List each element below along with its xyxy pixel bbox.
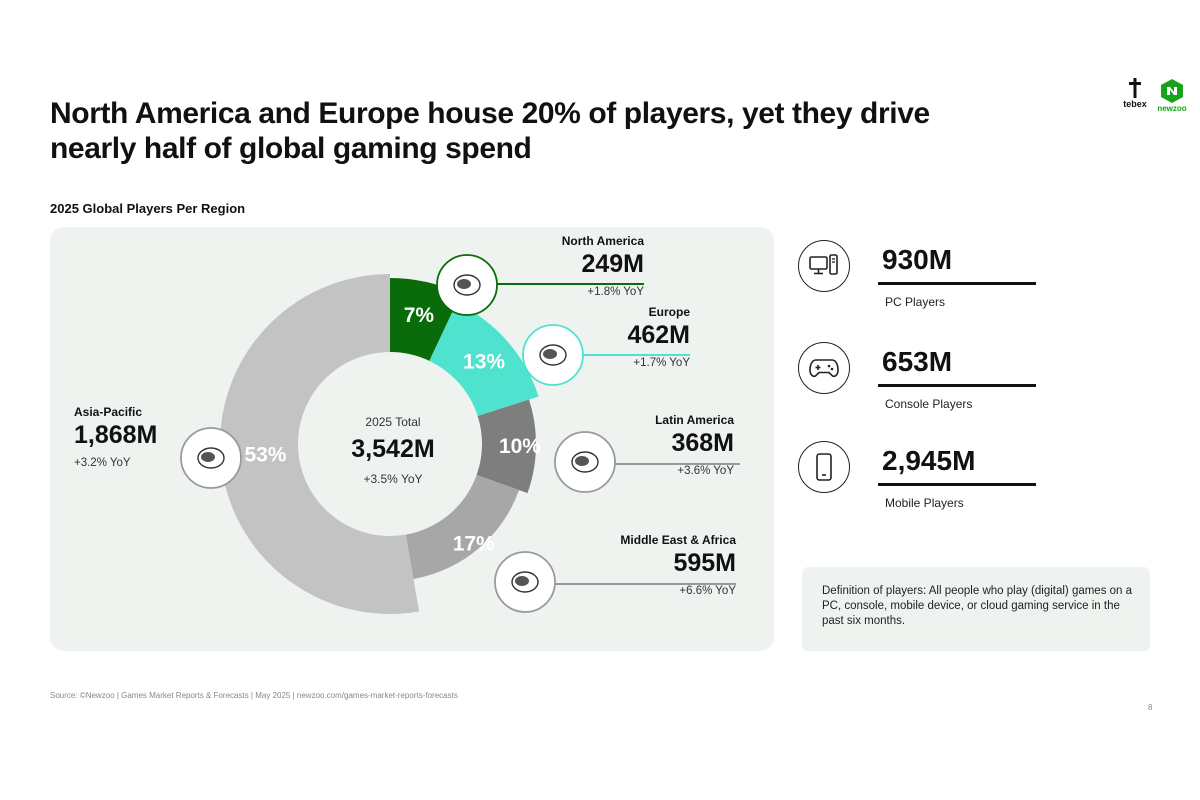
region-yoy: +1.8% YoY (587, 286, 644, 298)
console-players-label: Console Players (885, 397, 973, 411)
mobile-players-stat: 2,945M Mobile Players (798, 441, 1058, 511)
brand-logos: tebex newzoo (1118, 78, 1198, 120)
newzoo-wordmark: newzoo (1157, 104, 1187, 113)
title-line-1: North America and Europe house 20% of pl… (50, 97, 930, 130)
players-definition: Definition of players: All people who pl… (802, 567, 1150, 651)
africa-map-icon (494, 551, 556, 613)
console-players-stat: 653M Console Players (798, 342, 1058, 412)
region-north-america: North America 249M +1.8% YoY (480, 234, 644, 298)
europe-map-icon (522, 324, 584, 386)
region-value: 595M (673, 549, 736, 577)
region-europe: Europe 462M +1.7% YoY (560, 305, 690, 369)
slice-asia-pacific (220, 274, 420, 614)
gamepad-icon (798, 342, 850, 394)
pc-players-label: PC Players (885, 295, 946, 309)
mobile-players-value: 2,945M (882, 445, 976, 476)
donut-center: 2025 Total 3,542M +3.5% YoY (298, 415, 488, 486)
slice-europe (429, 302, 539, 416)
latin-america-map-icon (554, 431, 616, 493)
tebex-logo: tebex (1118, 78, 1152, 109)
page-number: 8 (1148, 703, 1153, 712)
mobile-phone-icon (798, 441, 850, 493)
tebex-wordmark: tebex (1123, 99, 1147, 109)
total-label: 2025 Total (365, 415, 421, 429)
region-yoy: +6.6% YoY (679, 585, 736, 597)
stat-divider (878, 483, 1036, 486)
title-line-2: nearly half of global gaming spend (50, 132, 532, 165)
region-value: 1,868M (74, 421, 158, 449)
region-name: North America (561, 234, 644, 248)
percent-label-latin-america: 10% (499, 435, 541, 458)
total-yoy: +3.5% YoY (363, 472, 423, 486)
pc-players-value: 930M (882, 244, 953, 275)
stat-divider (878, 384, 1036, 387)
stat-divider (878, 282, 1036, 285)
region-name: Latin America (655, 413, 734, 427)
newzoo-logo: newzoo (1152, 78, 1192, 113)
slice-middle-east-africa (405, 474, 520, 579)
source-note: Source: ©Newzoo | Games Market Reports &… (50, 691, 458, 700)
chart-title: 2025 Global Players Per Region (50, 201, 246, 216)
tebex-cross-icon (1129, 78, 1141, 98)
mobile-players-label: Mobile Players (885, 496, 964, 510)
slice-latin-america (476, 399, 536, 494)
region-yoy: +3.2% YoY (74, 457, 131, 469)
region-latin-america: Latin America 368M +3.6% YoY (590, 413, 734, 477)
region-yoy: +1.7% YoY (633, 357, 690, 369)
pc-players-stat: 930M PC Players (798, 240, 1058, 310)
page-title: North America and Europe house 20% of pl… (50, 96, 1010, 166)
region-yoy: +3.6% YoY (677, 465, 734, 477)
pc-icon (798, 240, 850, 292)
region-name: Asia-Pacific (74, 405, 143, 419)
console-players-value: 653M (882, 346, 953, 377)
region-middle-east-africa: Middle East & Africa 595M +6.6% YoY (580, 533, 736, 597)
region-name: Europe (648, 305, 690, 319)
percent-label-europe: 13% (463, 351, 505, 374)
region-asia-pacific: Asia-Pacific 1,868M +3.2% YoY (74, 405, 234, 469)
asia-pacific-map-icon (180, 427, 242, 489)
north-america-map-icon (436, 254, 498, 316)
region-value: 249M (581, 250, 644, 278)
percent-label-middle-east-africa: 17% (453, 532, 495, 555)
total-value: 3,542M (351, 435, 435, 463)
region-name: Middle East & Africa (620, 533, 736, 547)
percent-label-north-america: 7% (404, 304, 435, 327)
region-value: 368M (671, 429, 734, 457)
donut-hole (298, 352, 482, 536)
region-value: 462M (627, 321, 690, 349)
newzoo-hexagon-icon (1161, 79, 1183, 103)
percent-label-asia-pacific: 53% (244, 444, 286, 467)
